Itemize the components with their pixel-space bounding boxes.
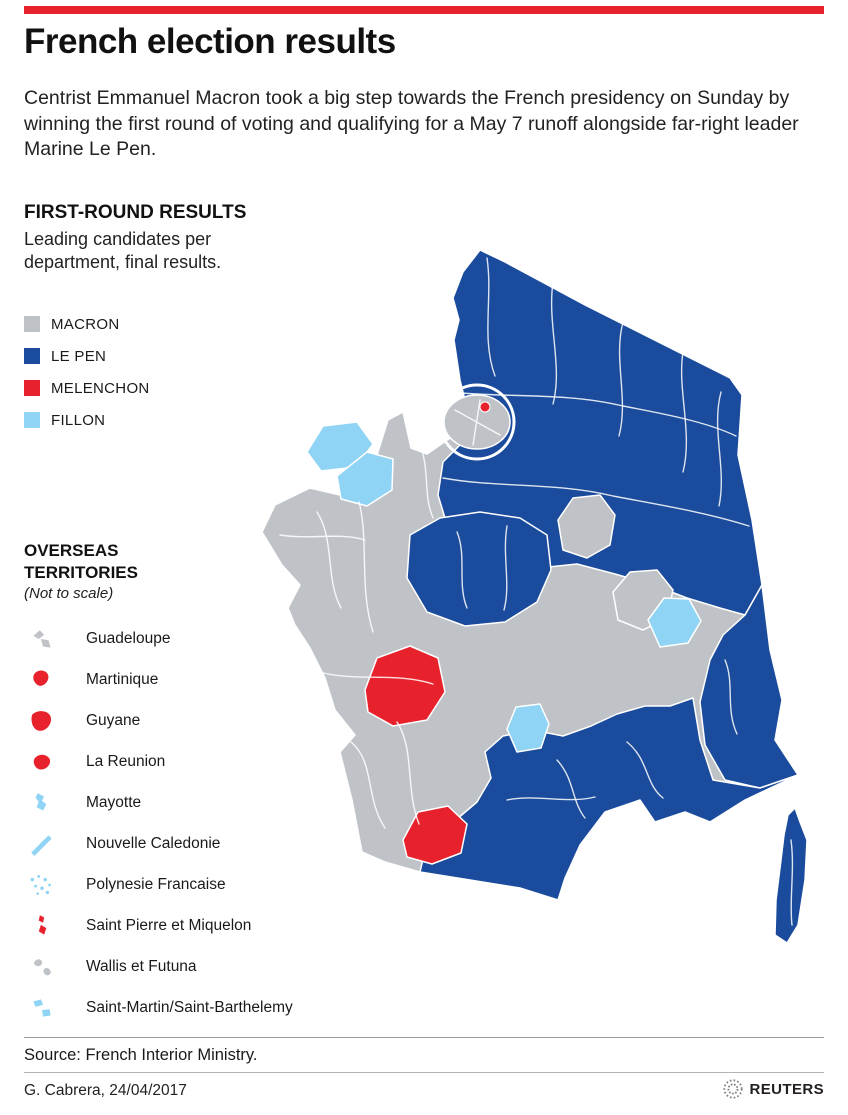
legend-item-melenchon: MELENCHON: [24, 372, 150, 404]
intro-text: Centrist Emmanuel Macron took a big step…: [24, 87, 799, 161]
territory-row: Mayotte: [24, 782, 293, 823]
territory-row: Martinique: [24, 659, 293, 700]
paris-inset-borders: [454, 399, 501, 446]
territory-label: La Reunion: [86, 752, 166, 770]
legend-item-macron: MACRON: [24, 308, 150, 340]
mayotte-icon: [24, 789, 76, 817]
divider: [24, 1072, 824, 1073]
territory-row: Wallis et Futuna: [24, 946, 293, 987]
region-melenchon-dordogne: [364, 645, 446, 727]
reuters-logo: REUTERS: [722, 1078, 824, 1100]
divider: [24, 1037, 824, 1038]
territory-label: Saint-Martin/Saint-Barthelemy: [86, 998, 293, 1016]
france-map: [255, 240, 840, 980]
paris-inset-circle: [438, 383, 516, 461]
legend-label: MELENCHON: [51, 379, 150, 397]
territory-label: Mayotte: [86, 793, 142, 811]
territory-row: Guyane: [24, 700, 293, 741]
territory-row: Polynesie Francaise: [24, 864, 293, 905]
france-map-svg: [261, 249, 808, 944]
results-subheading: Leading candidates per department, final…: [24, 229, 222, 273]
overseas-note: (Not to scale): [24, 585, 114, 602]
legend-swatch-fillon: [24, 412, 40, 428]
guyane-icon: [24, 707, 76, 735]
legend-swatch-lepen: [24, 348, 40, 364]
legend-label: FILLON: [51, 411, 106, 429]
polynesie-francaise-icon: [24, 871, 76, 899]
martinique-icon: [24, 666, 76, 694]
territory-label: Martinique: [86, 670, 159, 688]
region-fillon-orne: [306, 421, 374, 472]
region-fillon-haute-savoie: [647, 597, 702, 648]
saint-martin-saint-barthelemy-icon: [24, 994, 76, 1022]
territory-label: Polynesie Francaise: [86, 875, 226, 893]
territory-label: Nouvelle Caledonie: [86, 834, 221, 852]
source-text: Source: French Interior Ministry.: [24, 1046, 258, 1064]
legend-swatch-macron: [24, 316, 40, 332]
territory-row: Nouvelle Caledonie: [24, 823, 293, 864]
reuters-emblem-icon: [722, 1079, 743, 1099]
nouvelle-caledonie-icon: [24, 830, 76, 858]
legend-item-fillon: FILLON: [24, 404, 150, 436]
territory-row: Saint-Martin/Saint-Barthelemy: [24, 987, 293, 1028]
legend-label: MACRON: [51, 315, 120, 333]
region-lepen-corsica: [774, 807, 808, 944]
region-melenchon-ariege: [402, 805, 468, 865]
region-fillon-sarthe: [336, 451, 394, 507]
territory-row: Saint Pierre et Miquelon: [24, 905, 293, 946]
territory-label: Guadeloupe: [86, 629, 171, 647]
la-reunion-icon: [24, 748, 76, 776]
legend: MACRON LE PEN MELENCHON FILLON: [24, 308, 150, 436]
region-lepen-centre: [406, 511, 552, 627]
credit-text: G. Cabrera, 24/04/2017: [24, 1082, 187, 1099]
top-accent-bar: [24, 6, 824, 14]
legend-label: LE PEN: [51, 347, 107, 365]
department-borders-decor: [279, 257, 794, 926]
region-melenchon-seine-saint-denis: [479, 401, 491, 413]
overseas-territories-list: Guadeloupe Martinique Guyane La Reunion …: [24, 618, 293, 1028]
territory-label: Guyane: [86, 711, 141, 729]
region-lepen-south: [419, 697, 799, 901]
territory-row: Guadeloupe: [24, 618, 293, 659]
results-heading: FIRST-ROUND RESULTS: [24, 202, 247, 223]
region-fillon-lozere: [506, 703, 550, 753]
territory-label: Saint Pierre et Miquelon: [86, 916, 252, 934]
overseas-heading: OVERSEAS TERRITORIES: [24, 541, 138, 582]
legend-item-lepen: LE PEN: [24, 340, 150, 372]
territory-row: La Reunion: [24, 741, 293, 782]
region-macron-yonne-aube: [557, 494, 616, 559]
reuters-wordmark: REUTERS: [749, 1080, 824, 1098]
territory-label: Wallis et Futuna: [86, 957, 197, 975]
legend-swatch-melenchon: [24, 380, 40, 396]
guadeloupe-icon: [24, 625, 76, 653]
wallis-et-futuna-icon: [24, 953, 76, 981]
saint-pierre-et-miquelon-icon: [24, 912, 76, 940]
page-title: French election results: [24, 22, 396, 61]
